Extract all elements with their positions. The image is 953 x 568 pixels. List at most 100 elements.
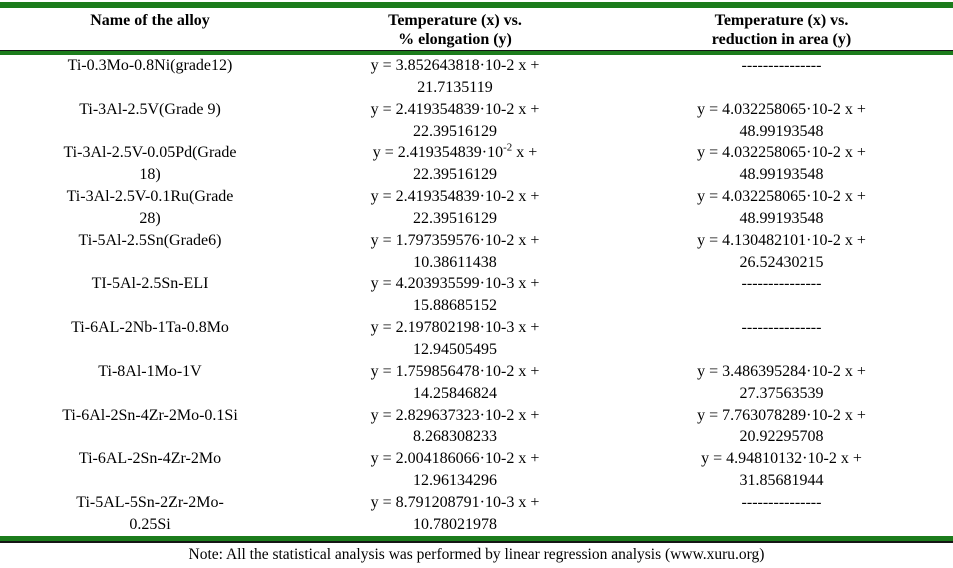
table-top-border <box>0 2 953 8</box>
header-separator <box>0 50 953 55</box>
alloy-name-line1: Ti-5AL-5Sn-2Zr-2Mo- <box>76 493 224 511</box>
reduction-area-eq-intercept: 48.99193548 <box>739 209 824 227</box>
header-reduction-area-line2: reduction in area (y) <box>711 31 852 48</box>
alloy-name-line2: 28) <box>139 209 161 227</box>
elongation-eq-intercept: 12.96134296 <box>413 472 497 490</box>
elongation-eq-xplus: x + <box>514 57 540 74</box>
reduction-area-equation-line1: --------------- <box>610 273 953 295</box>
elongation-eq-xplus: x + <box>514 100 540 118</box>
alloy-name-cell: Ti-6Al-2Sn-4Zr-2Mo-0.1Si <box>0 405 300 449</box>
elongation-eq-xplus: x + <box>514 406 540 424</box>
header-elongation-line2: % elongation (y) <box>398 31 512 48</box>
reduction-area-eq-slope: y = 4.032258065·10-2 <box>697 100 841 118</box>
table-row: Ti-6AL-2Sn-4Zr-2Mo y = 2.004186066·10-2 … <box>0 448 953 492</box>
reduction-area-equation-line1: --------------- <box>610 492 953 514</box>
elongation-equation-cell: y = 2.004186066·10-2 x + 12.96134296 <box>300 448 610 492</box>
header-reduction-area-line1: Temperature (x) vs. <box>714 12 849 29</box>
reduction-area-equation-line1: y = 4.032258065·10-2 x + <box>610 186 953 208</box>
reduction-area-eq-xplus: x + <box>840 406 866 424</box>
elongation-eq-intercept: 14.25846824 <box>413 384 497 402</box>
elongation-equation-line1: y = 2.419354839·10-2 x + <box>300 186 610 208</box>
reduction-area-equation-cell: y = 3.486395284·10-2 x + 27.37563539 <box>610 361 953 405</box>
table-footnote: Note: All the statistical analysis was p… <box>188 545 765 563</box>
table-row: Ti-8Al-1Mo-1V y = 1.759856478·10-2 x + 1… <box>0 361 953 405</box>
elongation-equation-line1: y = 2.004186066·10-2 x + <box>300 448 610 470</box>
table-header-row: Name of the alloy Temperature (x) vs. % … <box>0 8 953 50</box>
header-separator-green-line <box>0 51 953 55</box>
reduction-area-eq-slope: y = 4.94810132·10-2 <box>701 450 837 468</box>
header-alloy-name-label: Name of the alloy <box>90 12 210 29</box>
reduction-area-eq-intercept: 48.99193548 <box>739 166 824 184</box>
reduction-area-eq-xplus: x + <box>840 144 866 162</box>
reduction-area-equation-line1: y = 4.032258065·10-2 x + <box>610 142 953 164</box>
elongation-eq-intercept: 10.38611438 <box>413 253 497 271</box>
reduction-area-eq-intercept: 27.37563539 <box>739 384 824 402</box>
elongation-equation-line1: y = 1.759856478·10-2 x + <box>300 361 610 383</box>
reduction-area-eq-slope: --------------- <box>741 319 822 337</box>
elongation-eq-slope: y = 1.759856478·10-2 <box>370 362 515 380</box>
alloy-name-line1: Ti-3Al-2.5V(Grade 9) <box>79 100 221 118</box>
reduction-area-eq-intercept <box>610 514 953 536</box>
elongation-eq-slope: y = 2.419354839·10-2 <box>370 188 515 206</box>
reduction-area-equation-cell: y = 4.032258065·10-2 x + 48.99193548 <box>610 142 953 186</box>
reduction-area-equation-line1: y = 4.130482101·10-2 x + <box>610 230 953 252</box>
elongation-eq-intercept: 22.39516129 <box>413 122 497 140</box>
alloy-name-cell: TI-5Al-2.5Sn-ELI <box>0 273 300 317</box>
elongation-eq-xplus: x + <box>512 144 538 162</box>
alloy-name-line2 <box>0 470 300 492</box>
elongation-eq-exponent: -2 <box>503 142 513 155</box>
elongation-eq-slope: y = 2.419354839·10 <box>372 144 504 162</box>
reduction-area-eq-xplus: x + <box>840 188 866 206</box>
alloy-name-cell: Ti-3Al-2.5V(Grade 9) <box>0 99 300 143</box>
alloy-name-line2: 18) <box>139 166 161 184</box>
reduction-area-eq-xplus: x + <box>840 362 866 380</box>
elongation-eq-slope: y = 3.852643818·10-2 <box>370 57 515 74</box>
reduction-area-equation-cell: y = 4.032258065·10-2 x + 48.99193548 <box>610 186 953 230</box>
reduction-area-equation-cell: --------------- <box>610 492 953 536</box>
elongation-eq-slope: y = 4.203935599·10-3 <box>370 275 515 293</box>
elongation-equation-cell: y = 2.829637323·10-2 x + 8.268308233 <box>300 405 610 449</box>
elongation-eq-slope: y = 2.004186066·10-2 <box>370 450 515 468</box>
reduction-area-equation-cell: --------------- <box>610 55 953 99</box>
elongation-eq-intercept: 15.88685152 <box>413 297 497 315</box>
alloy-name-cell: Ti-5Al-2.5Sn(Grade6) <box>0 230 300 274</box>
reduction-area-eq-intercept: 26.52430215 <box>739 253 824 271</box>
elongation-eq-slope: y = 8.791208791·10-3 <box>370 493 515 511</box>
table-row: Ti-6Al-2Sn-4Zr-2Mo-0.1Si y = 2.829637323… <box>0 405 953 449</box>
elongation-equation-line1: y = 1.797359576·10-2 x + <box>300 230 610 252</box>
elongation-equation-cell: y = 4.203935599·10-3 x + 15.88685152 <box>300 273 610 317</box>
table-row: Ti-3Al-2.5V-0.1Ru(Grade 28) y = 2.419354… <box>0 186 953 230</box>
reduction-area-equation-cell: y = 4.94810132·10-2 x + 31.85681944 <box>610 448 953 492</box>
reduction-area-equation-line1: y = 7.763078289·10-2 x + <box>610 405 953 427</box>
table-bottom-border <box>0 535 953 543</box>
elongation-equation-cell: y = 3.852643818·10-2 x + 21.7135119 <box>300 55 610 99</box>
bottom-border-black-line <box>0 540 953 543</box>
elongation-eq-intercept: 21.7135119 <box>417 78 493 96</box>
reduction-area-equation-cell: y = 4.130482101·10-2 x + 26.52430215 <box>610 230 953 274</box>
alloy-name-line1: Ti-3Al-2.5V-0.05Pd(Grade <box>63 144 237 162</box>
elongation-equation-cell: y = 1.759856478·10-2 x + 14.25846824 <box>300 361 610 405</box>
elongation-eq-xplus: x + <box>514 319 540 337</box>
table-row: Ti-3Al-2.5V-0.05Pd(Grade 18) y = 2.41935… <box>0 142 953 186</box>
reduction-area-equation-line1: y = 3.486395284·10-2 x + <box>610 361 953 383</box>
elongation-eq-xplus: x + <box>514 231 540 249</box>
alloy-name-line1: TI-5Al-2.5Sn-ELI <box>91 275 209 293</box>
reduction-area-eq-slope: y = 3.486395284·10-2 <box>697 362 841 380</box>
reduction-area-eq-slope: --------------- <box>741 275 822 293</box>
alloy-name-cell: Ti-6AL-2Nb-1Ta-0.8Mo <box>0 317 300 361</box>
elongation-equation-cell: y = 2.419354839·10-2 x + 22.39516129 <box>300 186 610 230</box>
alloy-name-line1: Ti-6AL-2Sn-4Zr-2Mo <box>78 450 222 468</box>
reduction-area-eq-slope: y = 7.763078289·10-2 <box>697 406 841 424</box>
reduction-area-equation-line1: y = 4.94810132·10-2 x + <box>610 448 953 470</box>
header-elongation-line1: Temperature (x) vs. <box>388 12 522 29</box>
header-separator-black-line <box>0 50 953 51</box>
elongation-equation-line1: y = 8.791208791·10-3 x + <box>300 492 610 514</box>
reduction-area-equation-cell: y = 4.032258065·10-2 x + 48.99193548 <box>610 99 953 143</box>
alloy-name-cell: Ti-8Al-1Mo-1V <box>0 361 300 405</box>
reduction-area-eq-xplus: x + <box>840 100 866 118</box>
reduction-area-equation-line1: --------------- <box>610 55 953 77</box>
alloy-name-line2 <box>0 77 300 99</box>
elongation-equation-cell: y = 2.419354839·10-2 x + 22.39516129 <box>300 142 610 186</box>
reduction-area-eq-intercept: 48.99193548 <box>739 122 824 140</box>
